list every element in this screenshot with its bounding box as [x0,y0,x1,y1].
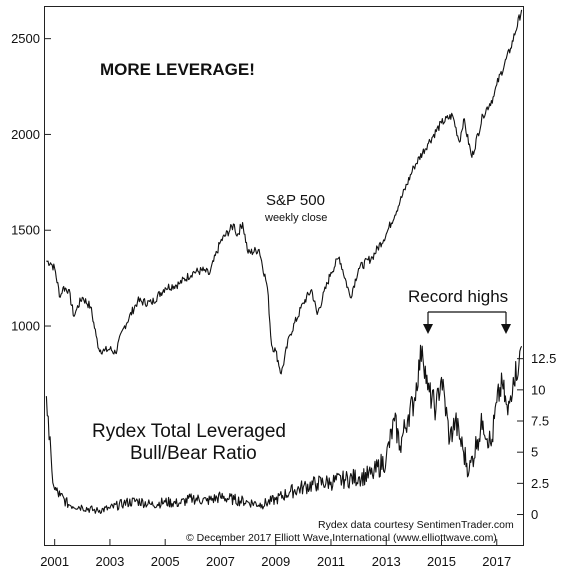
chart-marks: 2001 2003 2005 2007 2009 2011 2013 2015 2017 1000… [11,9,556,569]
x-tick-label: 2001 [40,554,69,569]
credit-line-2: © December 2017 Elliott Wave Internation… [186,532,497,544]
sp500-series-line [46,9,523,375]
record-highs-arrow-right [501,324,511,334]
record-highs-arrow-left [423,324,433,334]
x-tick-label: 2015 [427,554,456,569]
plot-frame [44,6,524,546]
y-tick-label-right: 5 [531,445,538,460]
x-tick-label: 2007 [206,554,235,569]
x-tick-label: 2003 [95,554,124,569]
x-tick-label: 2017 [482,554,511,569]
y-tick-label-right: 0 [531,507,538,522]
rydex-series-line [45,344,523,514]
chart-title: MORE LEVERAGE! [100,60,255,79]
x-tick-label: 2011 [317,554,345,569]
x-tick-label: 2009 [261,554,290,569]
y-tick-label-left: 1000 [11,319,40,334]
record-highs-annotation: Record highs [408,287,508,306]
rydex-label-line1: Rydex Total Leveraged [92,421,286,442]
x-tick-label: 2013 [372,554,401,569]
y-tick-label-right: 12.5 [531,351,556,366]
x-tick-label: 2005 [151,554,180,569]
y-tick-label-right: 10 [531,382,545,397]
sp500-label: S&P 500 [266,192,325,209]
y-tick-label-left: 2500 [11,31,40,46]
sp500-sublabel: weekly close [264,212,327,224]
credit-line-1: Rydex data courtesy SentimenTrader.com [318,519,514,531]
rydex-label-line2: Bull/Bear Ratio [130,443,257,464]
y-tick-label-right: 7.5 [531,414,549,429]
y-tick-label-right: 2.5 [531,476,549,491]
y-tick-label-left: 2000 [11,127,40,142]
y-tick-label-left: 1500 [11,223,40,238]
